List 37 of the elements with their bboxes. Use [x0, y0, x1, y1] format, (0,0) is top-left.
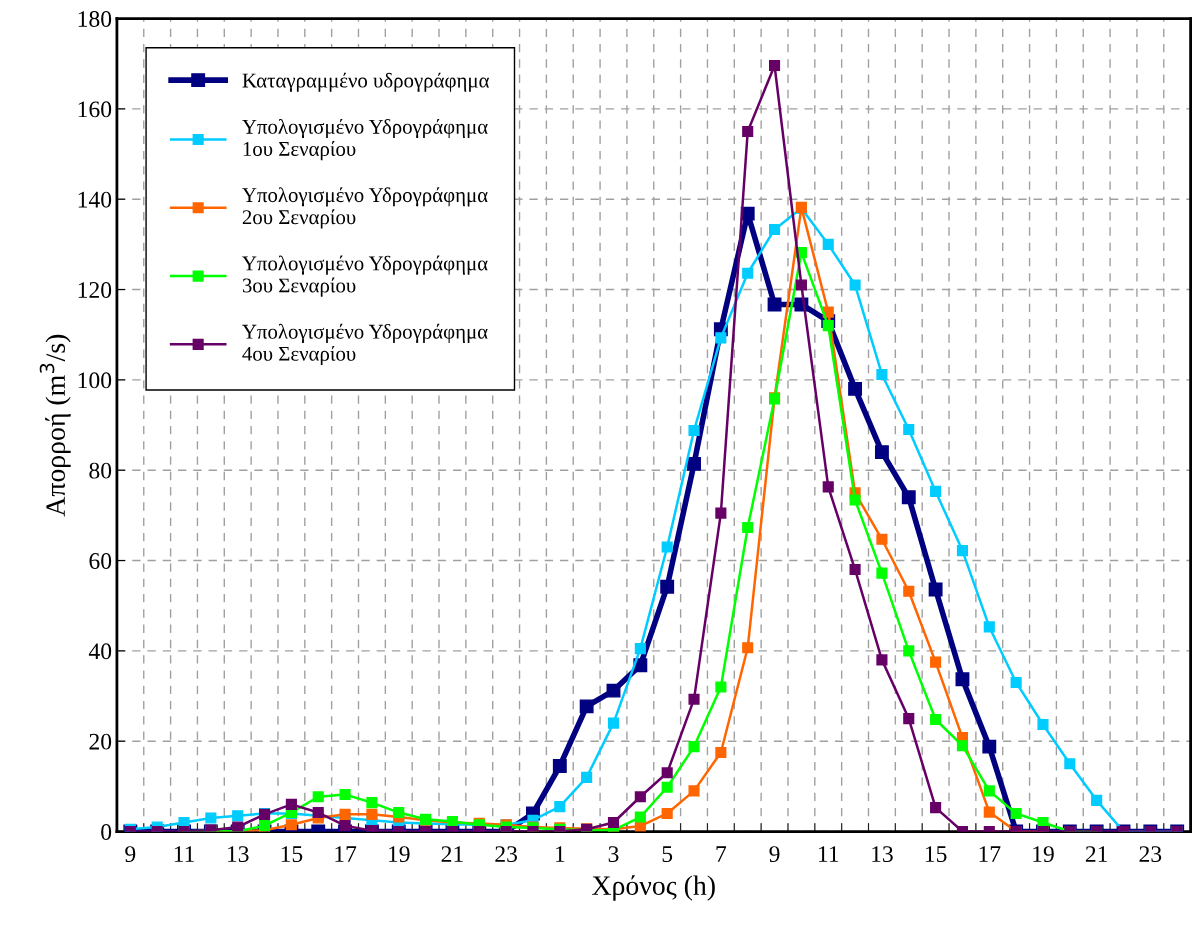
y-tick-label: 160 [78, 101, 112, 118]
legend-label: Υπολογισμένο Υδρογράφημα 4ου Σεναρίου [242, 323, 488, 366]
legend-label: Υπολογισμένο Υδρογράφημα 1ου Σεναρίου [242, 118, 488, 161]
y-tick-label: 120 [78, 282, 112, 298]
y-tick-label: 180 [78, 11, 112, 27]
y-tick-label: 80 [89, 462, 112, 479]
x-tick-label: 5 [662, 846, 673, 863]
x-tick-label: 13 [872, 846, 893, 863]
x-tick-label: 11 [174, 846, 194, 862]
legend-label: Καταγραμμένο υδρογράφημα [242, 72, 490, 92]
x-tick-label: 21 [441, 846, 463, 862]
legend-label: Υπολογισμένο Υδρογράφημα 3ου Σεναρίου [242, 255, 488, 297]
y-tick-label: 140 [78, 191, 112, 208]
x-tick-label: 15 [281, 846, 303, 863]
x-tick-label: 15 [925, 846, 947, 863]
x-tick-label: 9 [125, 846, 136, 863]
y-tick-label: 40 [88, 643, 112, 660]
x-axis-title: Χρόνος (h) [592, 875, 715, 901]
x-tick-label: 17 [979, 846, 1001, 862]
x-tick-label: 9 [769, 846, 780, 863]
y-tick-label: 20 [89, 733, 112, 750]
x-tick-label: 17 [335, 846, 357, 862]
x-tick-label: 19 [1033, 846, 1054, 863]
x-tick-label: 23 [1139, 846, 1162, 863]
y-tick-label: 0 [101, 824, 112, 840]
y-tick-label: 60 [89, 553, 112, 569]
x-tick-label: 3 [608, 846, 619, 863]
x-tick-label: 11 [818, 846, 839, 862]
x-tick-label: 23 [495, 846, 518, 863]
y-tick-label: 100 [78, 372, 112, 389]
y-axis-title: Απορροή (m$^{3}$/s) [39, 334, 71, 517]
x-tick-label: 1 [555, 846, 565, 862]
legend-label: Υπολογισμένο Υδρογράφημα 2ου Σεναρίου [242, 187, 488, 229]
x-tick-label: 13 [227, 846, 249, 863]
x-tick-label: 7 [716, 846, 727, 862]
x-tick-label: 19 [389, 846, 410, 863]
x-tick-label: 21 [1085, 846, 1108, 862]
